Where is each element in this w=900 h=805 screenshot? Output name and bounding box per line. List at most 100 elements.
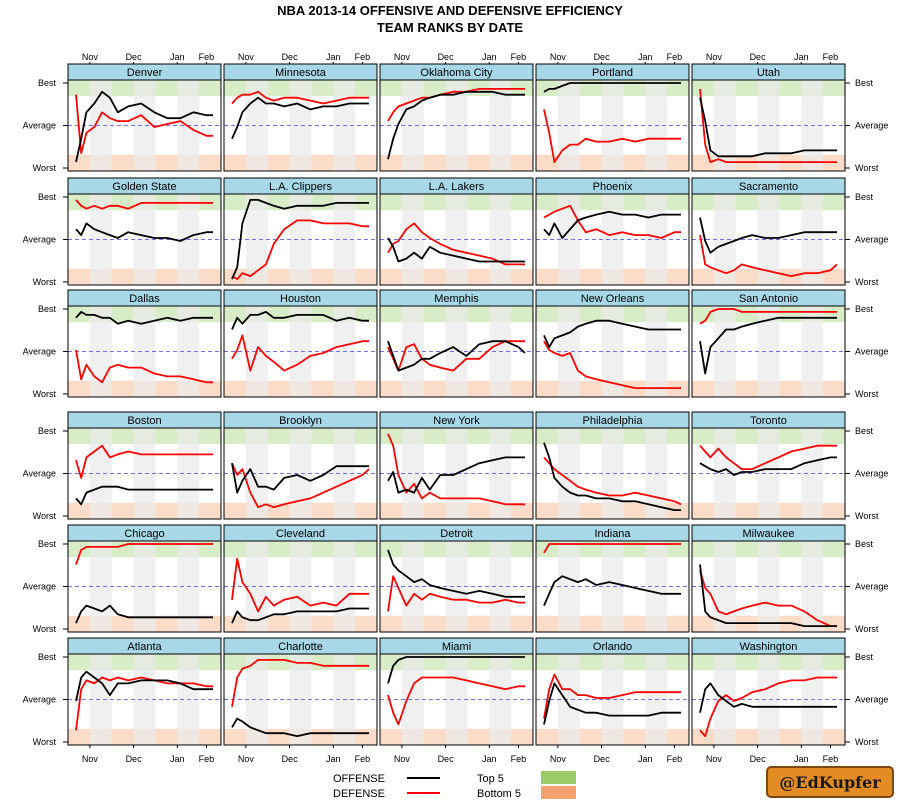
- x-tick-top: Jan: [170, 52, 185, 62]
- offense-line: [75, 310, 213, 325]
- defense-line: [387, 222, 525, 266]
- panel-new-orleans: New Orleans: [535, 289, 690, 398]
- month-shade: [401, 428, 424, 519]
- team-name: L.A. Lakers: [429, 181, 485, 193]
- y-tick-right: Average: [855, 121, 888, 131]
- panel-toronto: Toronto: [691, 411, 846, 520]
- team-name: Oklahoma City: [420, 67, 493, 79]
- month-shade: [601, 654, 624, 745]
- team-name: San Antonio: [739, 293, 798, 305]
- legend-top5-label: Top 5: [477, 773, 504, 785]
- x-tick-top: Nov: [238, 52, 255, 62]
- x-tick-bottom: Jan: [170, 754, 185, 764]
- month-shade: [89, 194, 112, 285]
- legend-bottom5-label: Bottom 5: [477, 788, 521, 800]
- y-tick-right: Average: [855, 695, 888, 705]
- team-name: Portland: [592, 67, 633, 79]
- offense-line: [699, 456, 837, 476]
- y-tick-left: Worst: [33, 277, 57, 287]
- y-tick-left: Average: [23, 121, 56, 131]
- month-shade: [89, 654, 112, 745]
- offense-line: [387, 549, 525, 598]
- x-tick-top: Dec: [594, 52, 611, 62]
- team-name: Milwaukee: [743, 528, 795, 540]
- x-tick-bottom: Nov: [238, 754, 255, 764]
- defense-line: [231, 219, 369, 281]
- month-shade: [557, 80, 580, 171]
- legend-bottom5-swatch: [541, 786, 576, 799]
- panel-portland: Portland: [535, 63, 690, 172]
- y-tick-right: Worst: [855, 511, 879, 521]
- team-name: New Orleans: [581, 293, 645, 305]
- team-name: Detroit: [440, 528, 472, 540]
- x-tick-top: Jan: [794, 52, 809, 62]
- x-tick-bottom: Feb: [823, 754, 839, 764]
- y-tick-right: Best: [855, 78, 874, 88]
- y-tick-left: Best: [38, 78, 57, 88]
- month-shade: [601, 306, 624, 397]
- x-tick-bottom: Jan: [638, 754, 653, 764]
- month-shade: [713, 194, 736, 285]
- offense-line: [231, 607, 369, 624]
- month-shade: [557, 194, 580, 285]
- month-shade: [557, 541, 580, 632]
- x-tick-top: Feb: [667, 52, 683, 62]
- team-name: Denver: [127, 67, 163, 79]
- month-shade: [289, 654, 312, 745]
- offense-line: [75, 604, 213, 624]
- team-name: Sacramento: [739, 181, 798, 193]
- strip-background: [691, 63, 846, 81]
- strip-background: [535, 289, 690, 307]
- y-tick-right: Average: [855, 469, 888, 479]
- strip-background: [223, 637, 378, 655]
- x-tick-top: Dec: [126, 52, 143, 62]
- panel-indiana: Indiana: [535, 524, 690, 633]
- legend: OFFENSE DEFENSE Top 5 Bottom 5: [333, 771, 576, 800]
- defense-line: [231, 659, 369, 707]
- panel-phoenix: Phoenix: [535, 177, 690, 286]
- x-tick-top: Nov: [706, 52, 723, 62]
- y-tick-left: Average: [23, 695, 56, 705]
- author-handle: @EdKupfer: [779, 772, 881, 792]
- team-name: Memphis: [434, 293, 479, 305]
- defense-line: [75, 543, 213, 565]
- month-shade: [445, 194, 468, 285]
- offense-line: [231, 310, 369, 330]
- x-tick-bottom: Dec: [438, 754, 455, 764]
- y-tick-right: Best: [855, 539, 874, 549]
- x-tick-top: Nov: [550, 52, 567, 62]
- team-name: Phoenix: [593, 181, 633, 193]
- defense-line: [387, 676, 525, 726]
- defense-line: [699, 234, 838, 278]
- month-shade: [89, 428, 112, 519]
- month-shade: [601, 541, 624, 632]
- panel-oklahoma-city: Oklahoma City: [379, 63, 534, 172]
- x-tick-top: Dec: [282, 52, 299, 62]
- x-tick-bottom: Nov: [706, 754, 723, 764]
- strip-background: [379, 524, 534, 542]
- defense-line: [387, 575, 525, 612]
- strip-background: [67, 63, 222, 81]
- panel-detroit: Detroit: [379, 524, 534, 633]
- offense-line: [231, 717, 369, 737]
- month-shade: [445, 541, 468, 632]
- panel-washington: Washington: [691, 637, 846, 746]
- legend-offense-label: OFFENSE: [333, 773, 385, 785]
- month-shade: [245, 654, 268, 745]
- panel-utah: Utah: [691, 63, 846, 172]
- panel-golden-state: Golden State: [67, 177, 222, 286]
- team-name: Houston: [280, 293, 321, 305]
- strip-background: [67, 524, 222, 542]
- legend-top5-swatch: [541, 771, 576, 784]
- defense-line: [699, 88, 837, 164]
- panel-orlando: Orlando: [535, 637, 690, 746]
- x-tick-bottom: Dec: [750, 754, 767, 764]
- team-name: Utah: [757, 67, 780, 79]
- team-name: Dallas: [129, 293, 160, 305]
- panel-sacramento: Sacramento: [691, 177, 846, 286]
- month-shade: [401, 80, 424, 171]
- x-tick-bottom: Nov: [394, 754, 411, 764]
- y-tick-left: Best: [38, 304, 57, 314]
- y-tick-left: Average: [23, 347, 56, 357]
